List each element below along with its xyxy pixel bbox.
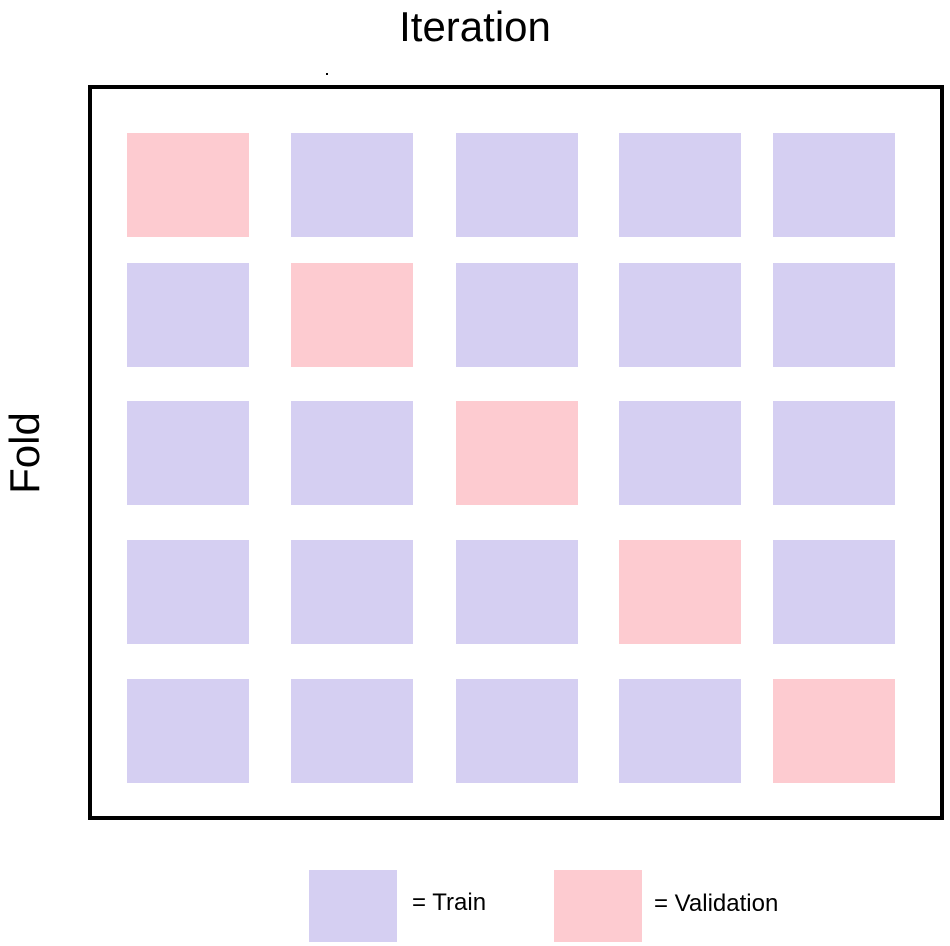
train-cell <box>291 401 413 505</box>
train-cell <box>291 133 413 237</box>
legend-validation-label: = Validation <box>654 890 779 917</box>
stray-dot <box>326 73 328 75</box>
train-cell <box>773 401 895 505</box>
train-cell <box>773 263 895 367</box>
legend-train-label: = Train <box>412 889 487 916</box>
legend-validation-swatch <box>554 870 642 942</box>
train-cell <box>773 540 895 644</box>
validation-cell <box>773 679 895 783</box>
train-cell <box>127 401 249 505</box>
validation-cell <box>127 133 249 237</box>
train-cell <box>456 679 578 783</box>
validation-cell <box>291 263 413 367</box>
train-cell <box>619 263 741 367</box>
validation-cell <box>456 401 578 505</box>
fold-title: Fold <box>1 412 48 494</box>
train-cell <box>127 540 249 644</box>
iteration-title: Iteration <box>399 3 551 50</box>
train-cell <box>619 133 741 237</box>
train-cell <box>291 679 413 783</box>
train-cell <box>619 401 741 505</box>
train-cell <box>127 679 249 783</box>
validation-cell <box>619 540 741 644</box>
fold-grid-frame <box>88 85 944 820</box>
train-cell <box>291 540 413 644</box>
legend-train-swatch <box>309 870 397 942</box>
train-cell <box>619 679 741 783</box>
train-cell <box>456 540 578 644</box>
train-cell <box>456 263 578 367</box>
train-cell <box>773 133 895 237</box>
train-cell <box>127 263 249 367</box>
train-cell <box>456 133 578 237</box>
